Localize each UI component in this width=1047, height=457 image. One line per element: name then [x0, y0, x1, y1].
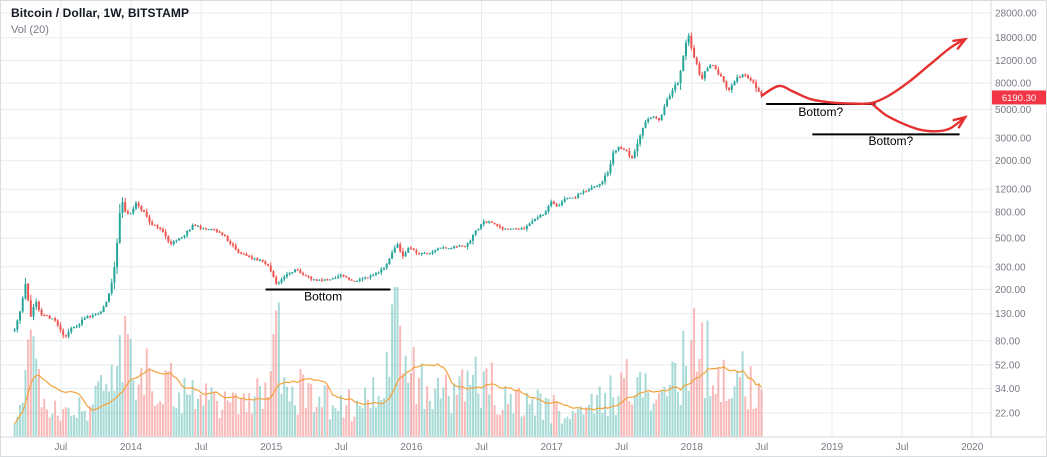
time-axis[interactable]: Jul 2014 Jul 2015 Jul 2016 Jul 2017 Jul 2018 Jul 20… [55, 442, 984, 453]
price-tick-label: 2000.00 [995, 156, 1032, 167]
volume-ma-line [14, 363, 762, 424]
candlesticks [13, 32, 763, 339]
price-tick-label: 200.00 [995, 285, 1026, 296]
time-tick-label: Jul [475, 442, 488, 453]
grid-lines [1, 1, 991, 437]
price-tick-label: 800.00 [995, 207, 1026, 218]
price-tick-label: 18000.00 [995, 33, 1037, 44]
volume-bars [13, 287, 763, 437]
time-tick-label: Jul [55, 442, 68, 453]
time-tick-label: Jul [335, 442, 348, 453]
annotation-label: Bottom [304, 289, 342, 303]
time-tick-label: Jul [615, 442, 628, 453]
price-tick-label: 12000.00 [995, 56, 1037, 67]
bottom-annotation-2[interactable]: Bottom? [812, 133, 960, 148]
price-tick-label: 130.00 [995, 309, 1026, 320]
symbol-title[interactable]: Bitcoin / Dollar, 1W, BITSTAMP [11, 6, 190, 20]
price-tick-label: 5000.00 [995, 105, 1032, 116]
price-tick-label: 8000.00 [995, 79, 1032, 90]
annotation-label: Bottom? [869, 134, 914, 148]
time-tick-label: 2016 [400, 442, 423, 453]
time-tick-label: 2018 [681, 442, 704, 453]
bottom-annotation-0[interactable]: Bottom [265, 288, 391, 303]
time-tick-label: 2014 [120, 442, 143, 453]
time-tick-label: 2017 [540, 442, 563, 453]
bottom-annotation-1[interactable]: Bottom? [766, 103, 876, 119]
time-tick-label: Jul [195, 442, 208, 453]
price-tick-label: 80.00 [995, 336, 1020, 347]
bullish-projection-arrow[interactable] [760, 37, 968, 105]
price-tick-label: 34.00 [995, 384, 1020, 395]
price-tick-label: 1200.00 [995, 185, 1032, 196]
price-tick-label: 28000.00 [995, 9, 1037, 20]
bearish-projection-arrow[interactable] [870, 101, 968, 133]
time-tick-label: 2019 [821, 442, 844, 453]
chart-legend: Bitcoin / Dollar, 1W, BITSTAMP Vol (20) [11, 6, 189, 36]
price-tick-label: 22.00 [995, 409, 1020, 420]
arrowhead-icon [952, 115, 968, 129]
last-price-tag[interactable]: 6190.30 [992, 90, 1046, 105]
arrowhead-icon [952, 37, 968, 50]
annotation-label: Bottom? [798, 105, 843, 119]
time-tick-label: Jul [756, 442, 769, 453]
time-tick-label: 2020 [961, 442, 984, 453]
time-tick-label: Jul [896, 442, 909, 453]
time-tick-label: 2015 [260, 442, 283, 453]
last-price-value: 6190.30 [1002, 93, 1036, 104]
price-tick-label: 52.00 [995, 360, 1020, 371]
price-tick-label: 3000.00 [995, 133, 1032, 144]
volume-indicator-label[interactable]: Vol (20) [11, 24, 49, 36]
price-tick-label: 500.00 [995, 234, 1026, 245]
price-tick-label: 300.00 [995, 262, 1026, 273]
axis-separators [1, 1, 1046, 438]
price-axis[interactable]: 28000.00 18000.00 12000.00 8000.00 5000.00 30… [995, 9, 1037, 420]
